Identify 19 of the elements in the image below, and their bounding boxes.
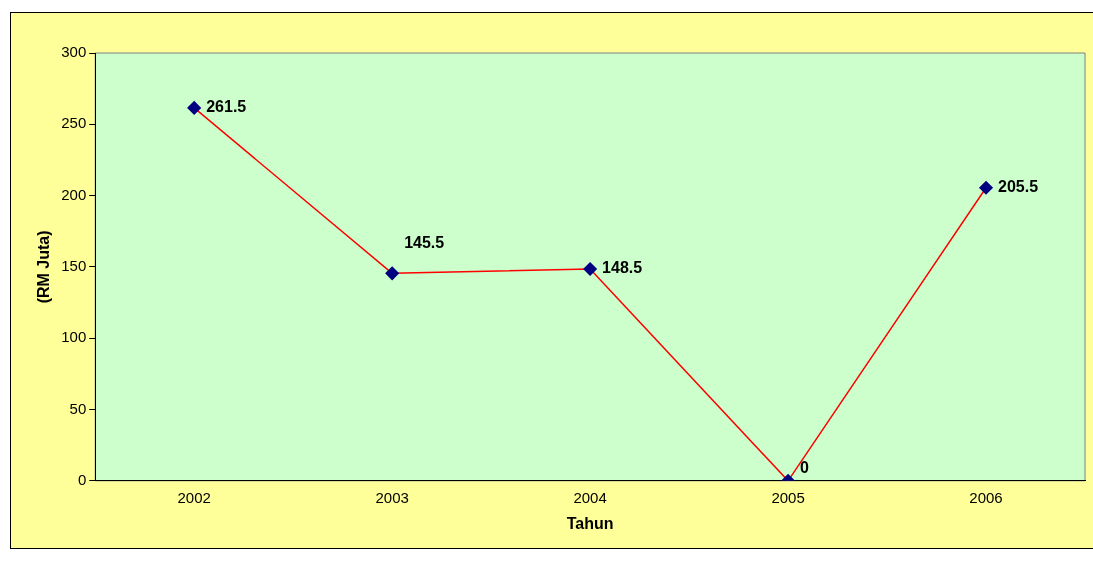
x-tick-label: 2005 bbox=[771, 488, 805, 506]
y-tick-label: 0 bbox=[77, 470, 87, 488]
y-tick-label: 300 bbox=[61, 43, 87, 61]
data-label: 148.5 bbox=[602, 259, 643, 277]
y-tick-label: 50 bbox=[69, 399, 87, 417]
y-tick-label: 100 bbox=[61, 328, 87, 346]
x-tick-label: 2002 bbox=[177, 488, 211, 506]
y-tick-label: 250 bbox=[61, 114, 87, 132]
data-label: 205.5 bbox=[998, 178, 1039, 196]
data-label: 0 bbox=[800, 459, 810, 477]
y-tick-label: 150 bbox=[61, 257, 87, 275]
y-tick-label: 200 bbox=[61, 185, 87, 203]
data-label: 145.5 bbox=[404, 233, 445, 251]
x-tick-label: 2003 bbox=[375, 488, 409, 506]
y-axis-title: (RM Juta) bbox=[35, 230, 53, 304]
x-axis-title: Tahun bbox=[566, 514, 614, 532]
data-label: 261.5 bbox=[206, 98, 247, 116]
x-tick-label: 2006 bbox=[969, 488, 1003, 506]
x-tick-label: 2004 bbox=[573, 488, 607, 506]
